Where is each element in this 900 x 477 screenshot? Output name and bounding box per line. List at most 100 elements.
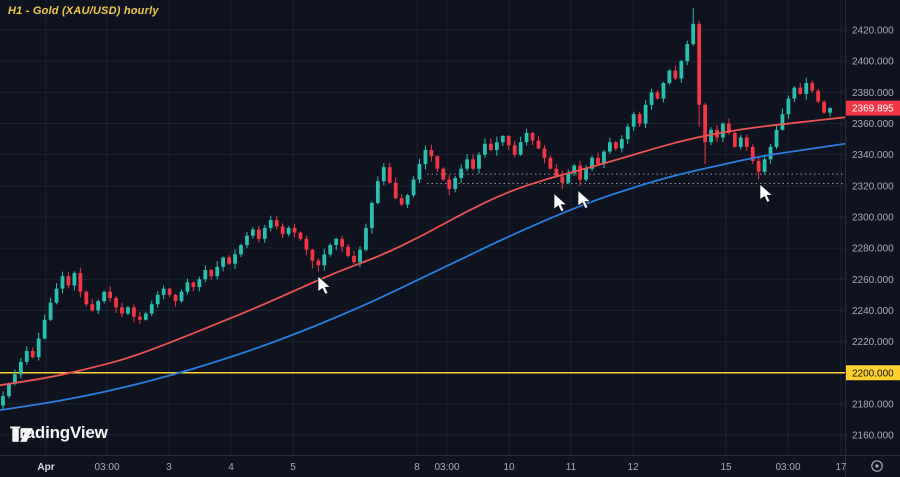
candle-body bbox=[387, 167, 392, 183]
candle-body bbox=[536, 140, 541, 149]
candle-body bbox=[322, 254, 327, 266]
candle-body bbox=[738, 137, 743, 147]
candle-body bbox=[102, 291, 107, 302]
candle-body bbox=[310, 249, 315, 261]
candle-body bbox=[268, 220, 273, 228]
candle-body bbox=[506, 135, 511, 146]
price-axis-label: 2340.000 bbox=[852, 150, 894, 161]
pointer-arrow[interactable] bbox=[317, 275, 332, 295]
price-axis-label: 2160.000 bbox=[852, 431, 894, 442]
candle-body bbox=[179, 291, 184, 302]
price-axis-label: 2260.000 bbox=[852, 275, 894, 286]
candle-body bbox=[727, 123, 731, 133]
candle-body bbox=[810, 83, 815, 91]
svg-text:2369.895: 2369.895 bbox=[852, 104, 894, 115]
candle-body bbox=[161, 288, 166, 295]
candle-body bbox=[120, 307, 124, 314]
candle-body bbox=[465, 159, 469, 169]
candle-body bbox=[489, 143, 493, 151]
candle-body bbox=[590, 157, 594, 169]
candle-body bbox=[798, 87, 803, 94]
candle-body bbox=[750, 146, 755, 161]
candle-body bbox=[625, 126, 630, 140]
yellow-price-label: 2200.000 bbox=[846, 365, 900, 381]
candle-body bbox=[780, 114, 785, 130]
time-axis-label: 3 bbox=[166, 462, 172, 473]
candle-body bbox=[167, 288, 172, 295]
candle-body bbox=[18, 361, 23, 375]
candle-body bbox=[328, 245, 333, 255]
candle-body bbox=[411, 179, 416, 196]
tradingview-logo-icon bbox=[12, 428, 33, 442]
candle-body bbox=[245, 235, 249, 246]
candle-body bbox=[709, 129, 713, 143]
candle-body bbox=[483, 143, 487, 155]
candle-body bbox=[554, 168, 559, 177]
fast-moving-average-line[interactable] bbox=[0, 116, 846, 387]
candle-body bbox=[643, 104, 648, 124]
time-axis-options-icon[interactable] bbox=[871, 460, 883, 472]
candle-body bbox=[280, 226, 285, 235]
time-axis[interactable]: Apr 03:00 3 4 5 8 03:00 10 11 12 15 03:00 17 bbox=[37, 462, 847, 473]
candle-body bbox=[447, 179, 452, 189]
candle-body bbox=[661, 83, 666, 99]
candle-body bbox=[500, 135, 505, 143]
candle-body bbox=[459, 168, 464, 179]
candle-body bbox=[155, 294, 160, 305]
time-axis-label: 03:00 bbox=[94, 462, 119, 473]
time-axis-label: 17 bbox=[835, 462, 847, 473]
tradingview-logo[interactable]: TradingView bbox=[10, 423, 108, 443]
candle-body bbox=[548, 157, 553, 169]
candles bbox=[1, 8, 832, 411]
candle-body bbox=[203, 269, 208, 280]
candle-body bbox=[381, 167, 386, 182]
candle-body bbox=[1, 396, 5, 406]
candle-body bbox=[42, 319, 47, 339]
price-axis-label: 2240.000 bbox=[852, 306, 894, 317]
candle-body bbox=[90, 304, 95, 311]
candle-body bbox=[786, 98, 791, 115]
candle-body bbox=[191, 282, 196, 288]
candle-body bbox=[256, 229, 261, 239]
candle-body bbox=[370, 202, 374, 228]
slow-moving-average-line[interactable] bbox=[0, 142, 846, 412]
candle-body bbox=[822, 101, 826, 113]
candle-body bbox=[132, 307, 136, 317]
price-axis-label: 2420.000 bbox=[852, 26, 894, 37]
candle-body bbox=[619, 139, 624, 149]
candle-body bbox=[429, 150, 434, 157]
candle-body bbox=[631, 114, 636, 127]
candle-body bbox=[405, 195, 410, 205]
candle-body bbox=[393, 182, 398, 199]
pointer-arrow[interactable] bbox=[553, 192, 568, 213]
candle-body bbox=[364, 227, 368, 250]
candle-body bbox=[762, 159, 767, 172]
candle-body bbox=[114, 297, 118, 308]
price-axis-label: 2180.000 bbox=[852, 399, 894, 410]
candle-body bbox=[721, 123, 725, 138]
chart-title: H1 - Gold (XAU/USD) hourly bbox=[8, 5, 159, 17]
pointer-arrow[interactable] bbox=[759, 183, 774, 203]
candle-body bbox=[774, 129, 779, 147]
candle-body bbox=[530, 132, 535, 141]
candle-body bbox=[274, 220, 279, 227]
candle-body bbox=[697, 23, 702, 105]
candle-body bbox=[7, 383, 11, 397]
candle-body bbox=[221, 257, 226, 267]
candle-body bbox=[584, 168, 588, 180]
svg-text:2200.000: 2200.000 bbox=[852, 368, 894, 379]
candle-body bbox=[227, 257, 231, 264]
candle-body bbox=[358, 249, 362, 263]
candle-body bbox=[316, 260, 321, 266]
candle-body bbox=[239, 245, 243, 255]
candle-body bbox=[804, 83, 809, 94]
pointer-arrow[interactable] bbox=[577, 189, 592, 210]
candle-body bbox=[518, 142, 523, 155]
candle-body bbox=[417, 164, 422, 180]
candle-body bbox=[197, 279, 202, 288]
candle-body bbox=[560, 176, 565, 183]
candle-body bbox=[72, 273, 77, 286]
candle-body bbox=[48, 302, 53, 320]
candle-body bbox=[637, 114, 642, 124]
